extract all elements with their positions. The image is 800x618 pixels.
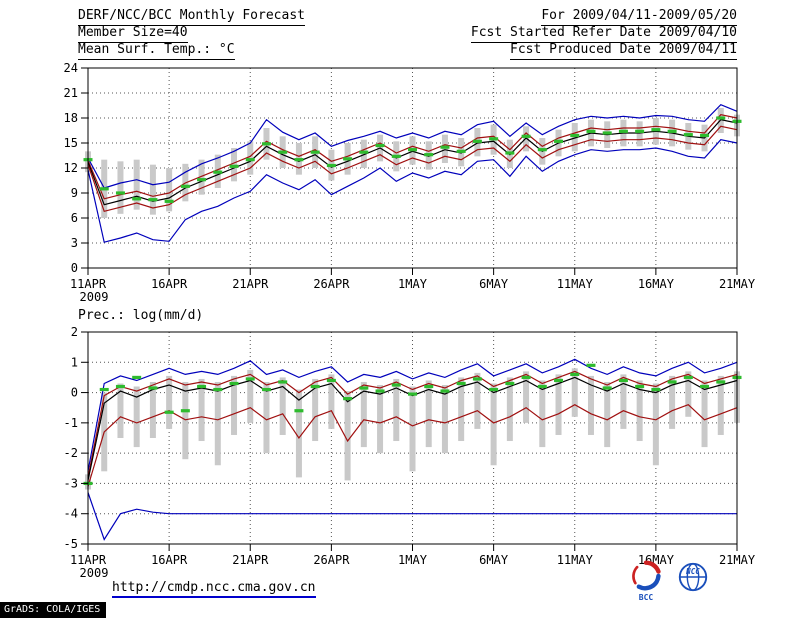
svg-text:12: 12 xyxy=(64,161,78,175)
page-title: DERF/NCC/BCC Monthly Forecast xyxy=(78,8,305,26)
svg-text:11MAY: 11MAY xyxy=(557,277,594,291)
svg-text:3: 3 xyxy=(71,236,78,250)
member-size: Member Size=40 xyxy=(78,25,188,43)
svg-text:24: 24 xyxy=(64,61,78,75)
svg-text:9: 9 xyxy=(71,186,78,200)
svg-text:0: 0 xyxy=(71,386,78,400)
svg-text:15: 15 xyxy=(64,136,78,150)
svg-text:21APR: 21APR xyxy=(232,553,269,567)
grads-credit: GrADS: COLA/IGES xyxy=(0,602,107,618)
svg-text:1MAY: 1MAY xyxy=(398,277,428,291)
svg-text:11MAY: 11MAY xyxy=(557,553,594,567)
svg-text:-3: -3 xyxy=(64,476,78,490)
precip-panel-title: Prec.: log(mm/d) xyxy=(78,308,204,323)
header-row-2: Member Size=40 Fcst Started Refer Date 2… xyxy=(78,25,737,43)
svg-text:-1: -1 xyxy=(64,416,78,430)
ncc-logo: NCC xyxy=(676,560,710,594)
svg-text:21: 21 xyxy=(64,86,78,100)
fcst-produced-date: Fcst Produced Date 2009/04/11 xyxy=(510,42,737,60)
website-url-link[interactable]: http://cmdp.ncc.cma.gov.cn xyxy=(112,580,316,598)
svg-text:-2: -2 xyxy=(64,446,78,460)
svg-text:18: 18 xyxy=(64,111,78,125)
svg-text:2009: 2009 xyxy=(80,290,109,304)
svg-text:21APR: 21APR xyxy=(232,277,269,291)
fcst-start-date: Fcst Started Refer Date 2009/04/10 xyxy=(470,25,737,43)
svg-text:21MAY: 21MAY xyxy=(719,553,756,567)
svg-text:26APR: 26APR xyxy=(313,553,350,567)
forecast-range: For 2009/04/11-2009/05/20 xyxy=(541,8,737,26)
svg-text:16APR: 16APR xyxy=(151,553,188,567)
svg-text:21MAY: 21MAY xyxy=(719,277,756,291)
svg-text:26APR: 26APR xyxy=(313,277,350,291)
svg-text:1: 1 xyxy=(71,355,78,369)
svg-text:11APR: 11APR xyxy=(70,553,107,567)
svg-text:16MAY: 16MAY xyxy=(638,277,675,291)
svg-text:6MAY: 6MAY xyxy=(479,277,509,291)
bcc-logo-label: BCC xyxy=(638,593,654,602)
footer-logos: BCC NCC xyxy=(630,560,710,602)
svg-text:2: 2 xyxy=(71,325,78,339)
svg-text:6: 6 xyxy=(71,211,78,225)
ncc-logo-text: NCC xyxy=(685,567,700,576)
bcc-logo: BCC xyxy=(630,560,662,602)
svg-text:1MAY: 1MAY xyxy=(398,553,428,567)
ncc-globe-icon: NCC xyxy=(678,562,708,592)
svg-text:0: 0 xyxy=(71,261,78,275)
svg-text:16APR: 16APR xyxy=(151,277,188,291)
svg-text:-5: -5 xyxy=(64,537,78,551)
svg-text:11APR: 11APR xyxy=(70,277,107,291)
svg-text:2009: 2009 xyxy=(80,566,109,580)
svg-text:6MAY: 6MAY xyxy=(479,553,509,567)
temp-panel-title: Mean Surf. Temp.: °C xyxy=(78,42,235,60)
svg-text:-4: -4 xyxy=(64,507,78,521)
header-row-3: Mean Surf. Temp.: °C Fcst Produced Date … xyxy=(78,42,737,60)
header-row-1: DERF/NCC/BCC Monthly Forecast For 2009/0… xyxy=(78,8,737,26)
bcc-swirl-icon xyxy=(632,560,661,591)
